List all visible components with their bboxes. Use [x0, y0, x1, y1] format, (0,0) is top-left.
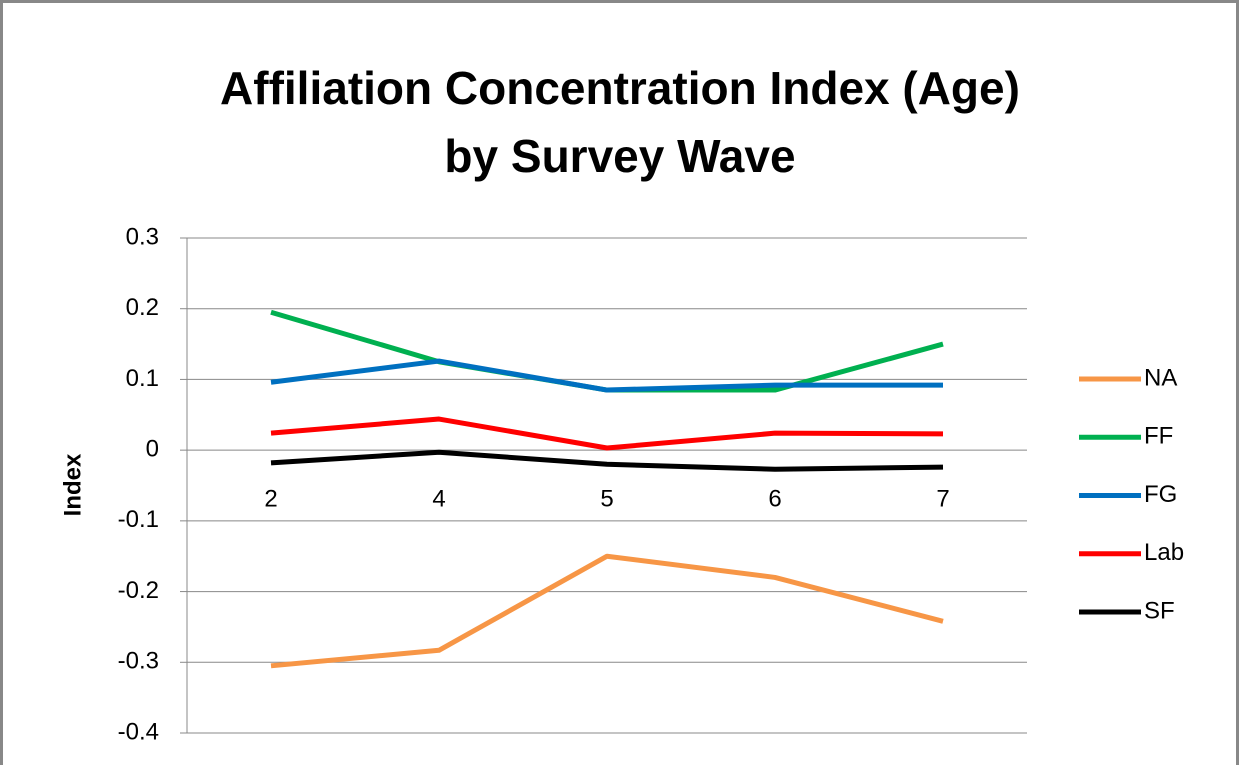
- x-tick-label: 2: [264, 485, 277, 512]
- legend-label: FF: [1144, 423, 1173, 450]
- y-tick-label: -0.3: [118, 648, 159, 675]
- y-tick-label: -0.2: [118, 577, 159, 604]
- x-tick-label: 6: [768, 485, 781, 512]
- y-tick-label: -0.4: [118, 718, 159, 745]
- y-axis-label: Index: [59, 453, 86, 516]
- legend-label: SF: [1144, 597, 1175, 624]
- chart-title: Affiliation Concentration Index (Age): [220, 62, 1020, 114]
- x-tick-label: 4: [432, 485, 445, 512]
- series-line: [270, 416, 944, 451]
- y-tick-label: -0.1: [118, 506, 159, 533]
- y-tick-label: 0: [146, 435, 159, 462]
- y-tick-label: 0.3: [126, 223, 159, 250]
- series-line: [270, 449, 944, 472]
- x-tick-label: 7: [936, 485, 949, 512]
- y-tick-label: 0.2: [126, 294, 159, 321]
- x-tick-label: 5: [600, 485, 613, 512]
- y-tick-label: 0.1: [126, 365, 159, 392]
- legend-label: FG: [1144, 481, 1177, 508]
- series-line: [270, 553, 944, 669]
- legend-label: Lab: [1144, 539, 1184, 566]
- chart-title: by Survey Wave: [444, 130, 795, 182]
- series-line: [270, 358, 943, 393]
- legend-label: NA: [1144, 364, 1177, 391]
